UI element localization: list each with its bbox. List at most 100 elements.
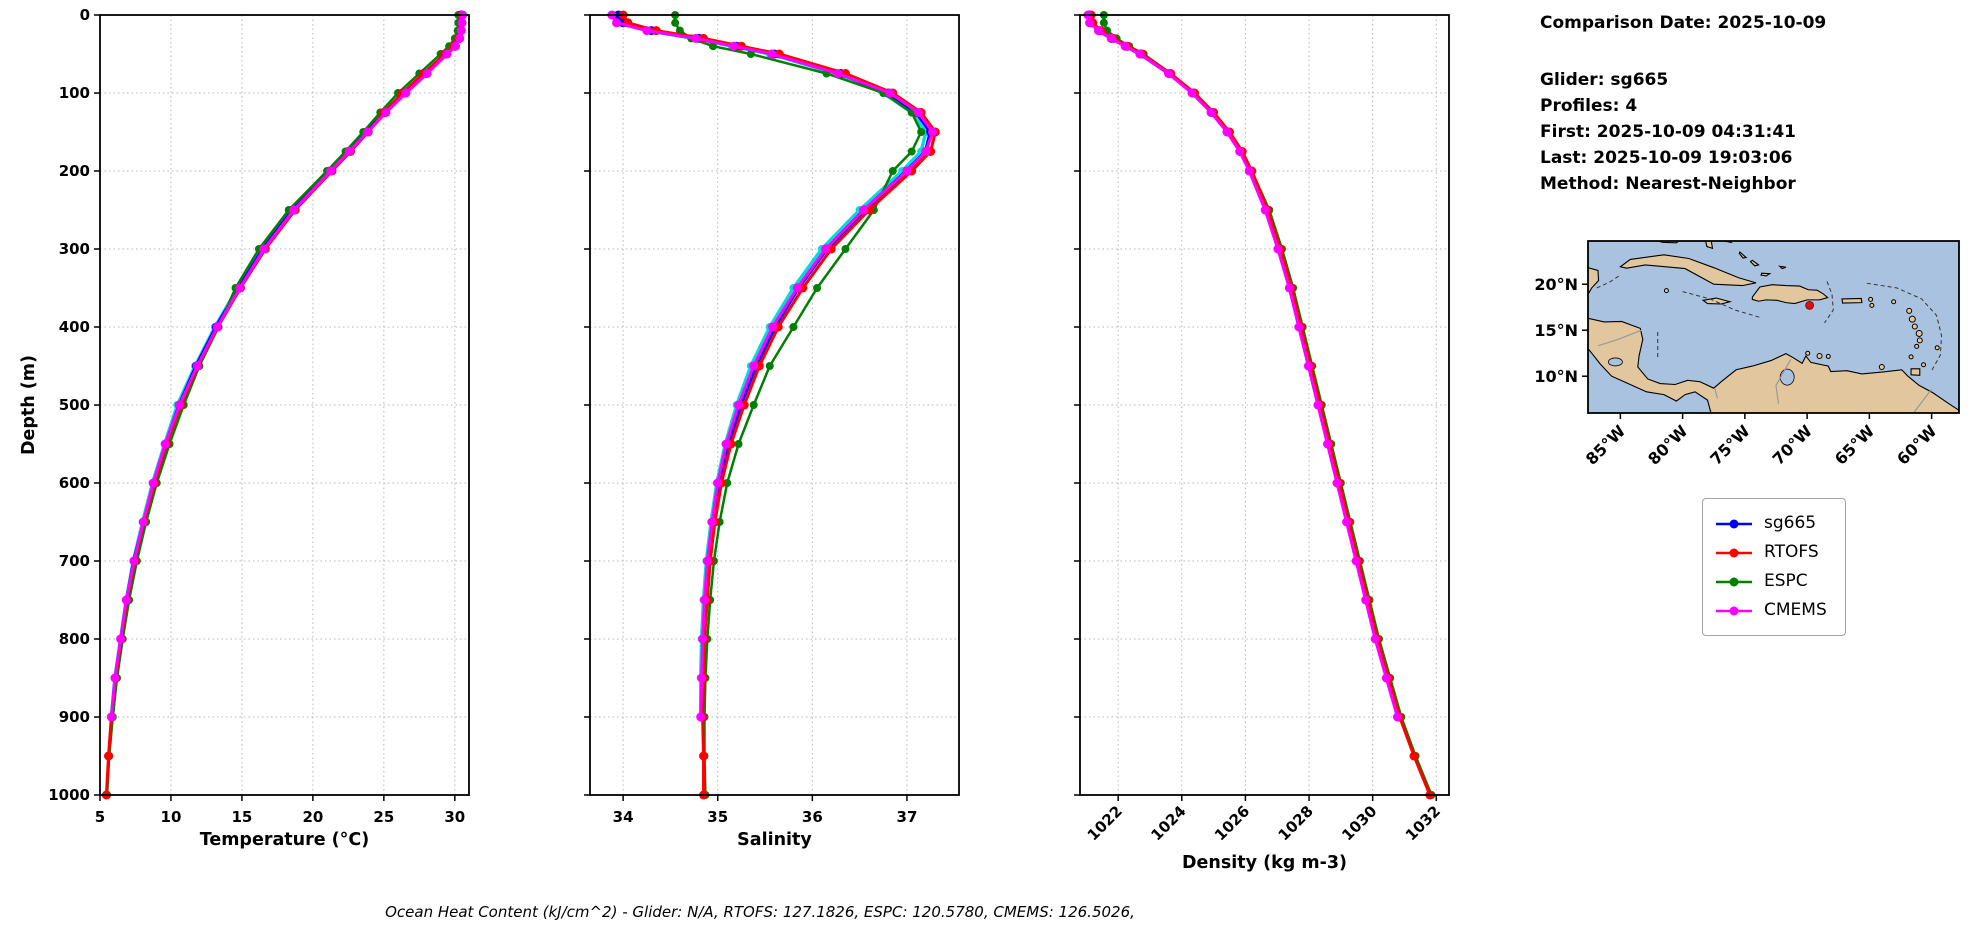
acklins xyxy=(1749,259,1760,267)
series-sg665 xyxy=(1085,10,1403,722)
svg-text:36: 36 xyxy=(802,808,823,826)
legend-label-cmems: CMEMS xyxy=(1764,600,1827,620)
y-ticks xyxy=(584,14,590,796)
map-frame xyxy=(1587,240,1960,414)
svg-text:700: 700 xyxy=(59,552,90,570)
island-speck xyxy=(1908,354,1914,360)
island-speck xyxy=(1891,299,1897,305)
great-inagua xyxy=(1760,272,1772,277)
svg-text:70°W: 70°W xyxy=(1769,421,1817,469)
svg-text:10: 10 xyxy=(161,808,182,826)
trinidad xyxy=(1910,368,1921,376)
legend-marker-sg665 xyxy=(1716,519,1752,528)
svg-text:60°W: 60°W xyxy=(1893,421,1941,469)
svg-text:5: 5 xyxy=(95,808,105,826)
legend-marker-rtofs xyxy=(1716,548,1752,557)
svg-text:20: 20 xyxy=(302,808,323,826)
island-speck xyxy=(1805,350,1811,356)
y-ticks xyxy=(1074,14,1080,796)
plot-Salinity: 34 35 36 37 Salinity xyxy=(584,10,960,850)
svg-text:1030: 1030 xyxy=(1338,802,1380,844)
legend-label-espc: ESPC xyxy=(1764,571,1808,591)
svg-text:400: 400 xyxy=(59,318,90,336)
svg-text:600: 600 xyxy=(59,474,90,492)
island-speck xyxy=(1934,345,1940,351)
svg-text:80°W: 80°W xyxy=(1644,421,1692,469)
svg-text:85°W: 85°W xyxy=(1582,421,1630,469)
legend-marker-cmems xyxy=(1716,606,1752,615)
svg-text:800: 800 xyxy=(59,630,90,648)
x-ticks: 1022 1024 1026 1028 1030 1032 xyxy=(1084,795,1444,844)
jamaica xyxy=(1701,297,1733,305)
country-border xyxy=(1597,329,1642,347)
svg-text:1026: 1026 xyxy=(1211,802,1253,844)
island-speck xyxy=(1878,364,1885,371)
svg-text:300: 300 xyxy=(59,240,90,258)
ohc-caption: Ocean Heat Content (kJ/cm^2) - Glider: N… xyxy=(385,903,1135,921)
svg-text:20°N: 20°N xyxy=(1534,275,1578,294)
legend-item-espc: ESPC xyxy=(1715,567,1827,596)
gridlines xyxy=(590,14,959,796)
info-panel: Comparison Date: 2025-10-09 Glider: sg66… xyxy=(1540,10,1970,197)
maritime-boundary xyxy=(1824,281,1834,324)
location-map: 20°N 15°N 10°N 85°W 80°W 75°W 70°W 65°W 60°W xyxy=(1534,240,1960,469)
maritime-boundary xyxy=(1682,291,1760,318)
x-axis-label: Density (kg m-3) xyxy=(1182,853,1347,873)
svg-text:500: 500 xyxy=(59,396,90,414)
svg-text:15: 15 xyxy=(231,808,252,826)
series-CMEMS xyxy=(106,10,468,722)
country-border xyxy=(1775,358,1792,404)
plot-Density (kg m-3): 1022 1024 1026 1028 1030 1032 Density (kg m-3) xyxy=(1074,10,1450,873)
method-text: Method: Nearest-Neighbor xyxy=(1540,174,1796,194)
yucatan xyxy=(1588,267,1600,296)
series-sg665 xyxy=(613,10,936,722)
island-speck xyxy=(1869,302,1875,308)
svg-text:75°W: 75°W xyxy=(1706,421,1754,469)
profile-plots: 5 10 15 20 25 3001002003004005006007008009001… xyxy=(19,6,1450,873)
plot-Temperature (°C): 5 10 15 20 25 3001002003004005006007008009001… xyxy=(19,6,470,850)
maritime-boundary xyxy=(1866,282,1943,371)
lake-nicaragua xyxy=(1607,357,1623,367)
svg-text:1024: 1024 xyxy=(1147,802,1189,844)
svg-text:34: 34 xyxy=(613,808,634,826)
svg-text:65°W: 65°W xyxy=(1831,421,1879,469)
island-speck xyxy=(1906,307,1913,314)
mainland xyxy=(1588,317,1959,413)
svg-text:10°N: 10°N xyxy=(1534,367,1578,386)
svg-text:0: 0 xyxy=(80,6,90,24)
svg-text:25: 25 xyxy=(373,808,394,826)
series-ESPC xyxy=(103,11,463,799)
x-ticks: 5 10 15 20 25 30 xyxy=(95,795,465,826)
island-speck xyxy=(1914,343,1920,349)
svg-text:1032: 1032 xyxy=(1402,802,1444,844)
first-time-text: First: 2025-10-09 04:31:41 xyxy=(1540,122,1797,142)
series-CMEMS xyxy=(607,10,938,722)
glider-position-marker xyxy=(1805,300,1815,310)
lake-maracaibo xyxy=(1779,368,1795,386)
island-speck xyxy=(1663,288,1669,294)
island-speck xyxy=(1921,362,1927,368)
legend-item-sg665: sg665 xyxy=(1715,509,1827,538)
caicos xyxy=(1778,265,1787,270)
svg-text:15°N: 15°N xyxy=(1534,321,1578,340)
island-speck xyxy=(1816,352,1823,359)
gridlines xyxy=(99,14,469,796)
svg-text:900: 900 xyxy=(59,708,90,726)
island-speck xyxy=(1911,323,1918,330)
legend-item-rtofs: RTOFS xyxy=(1715,538,1827,567)
puerto-rico xyxy=(1841,297,1863,304)
svg-text:200: 200 xyxy=(59,162,90,180)
series-sg665-2 xyxy=(107,11,464,721)
svg-text:37: 37 xyxy=(897,808,918,826)
maritime-boundary xyxy=(1596,274,1621,289)
island-speck xyxy=(1868,296,1874,302)
svg-text:30: 30 xyxy=(444,808,465,826)
legend-label-sg665: sg665 xyxy=(1764,513,1817,533)
profiles-text: Profiles: 4 xyxy=(1540,96,1638,116)
series-CMEMS xyxy=(1083,10,1402,722)
y-axis-label: Depth (m) xyxy=(19,355,39,455)
country-border xyxy=(1714,388,1719,399)
hispaniola xyxy=(1751,284,1829,305)
cuba xyxy=(1619,254,1757,287)
